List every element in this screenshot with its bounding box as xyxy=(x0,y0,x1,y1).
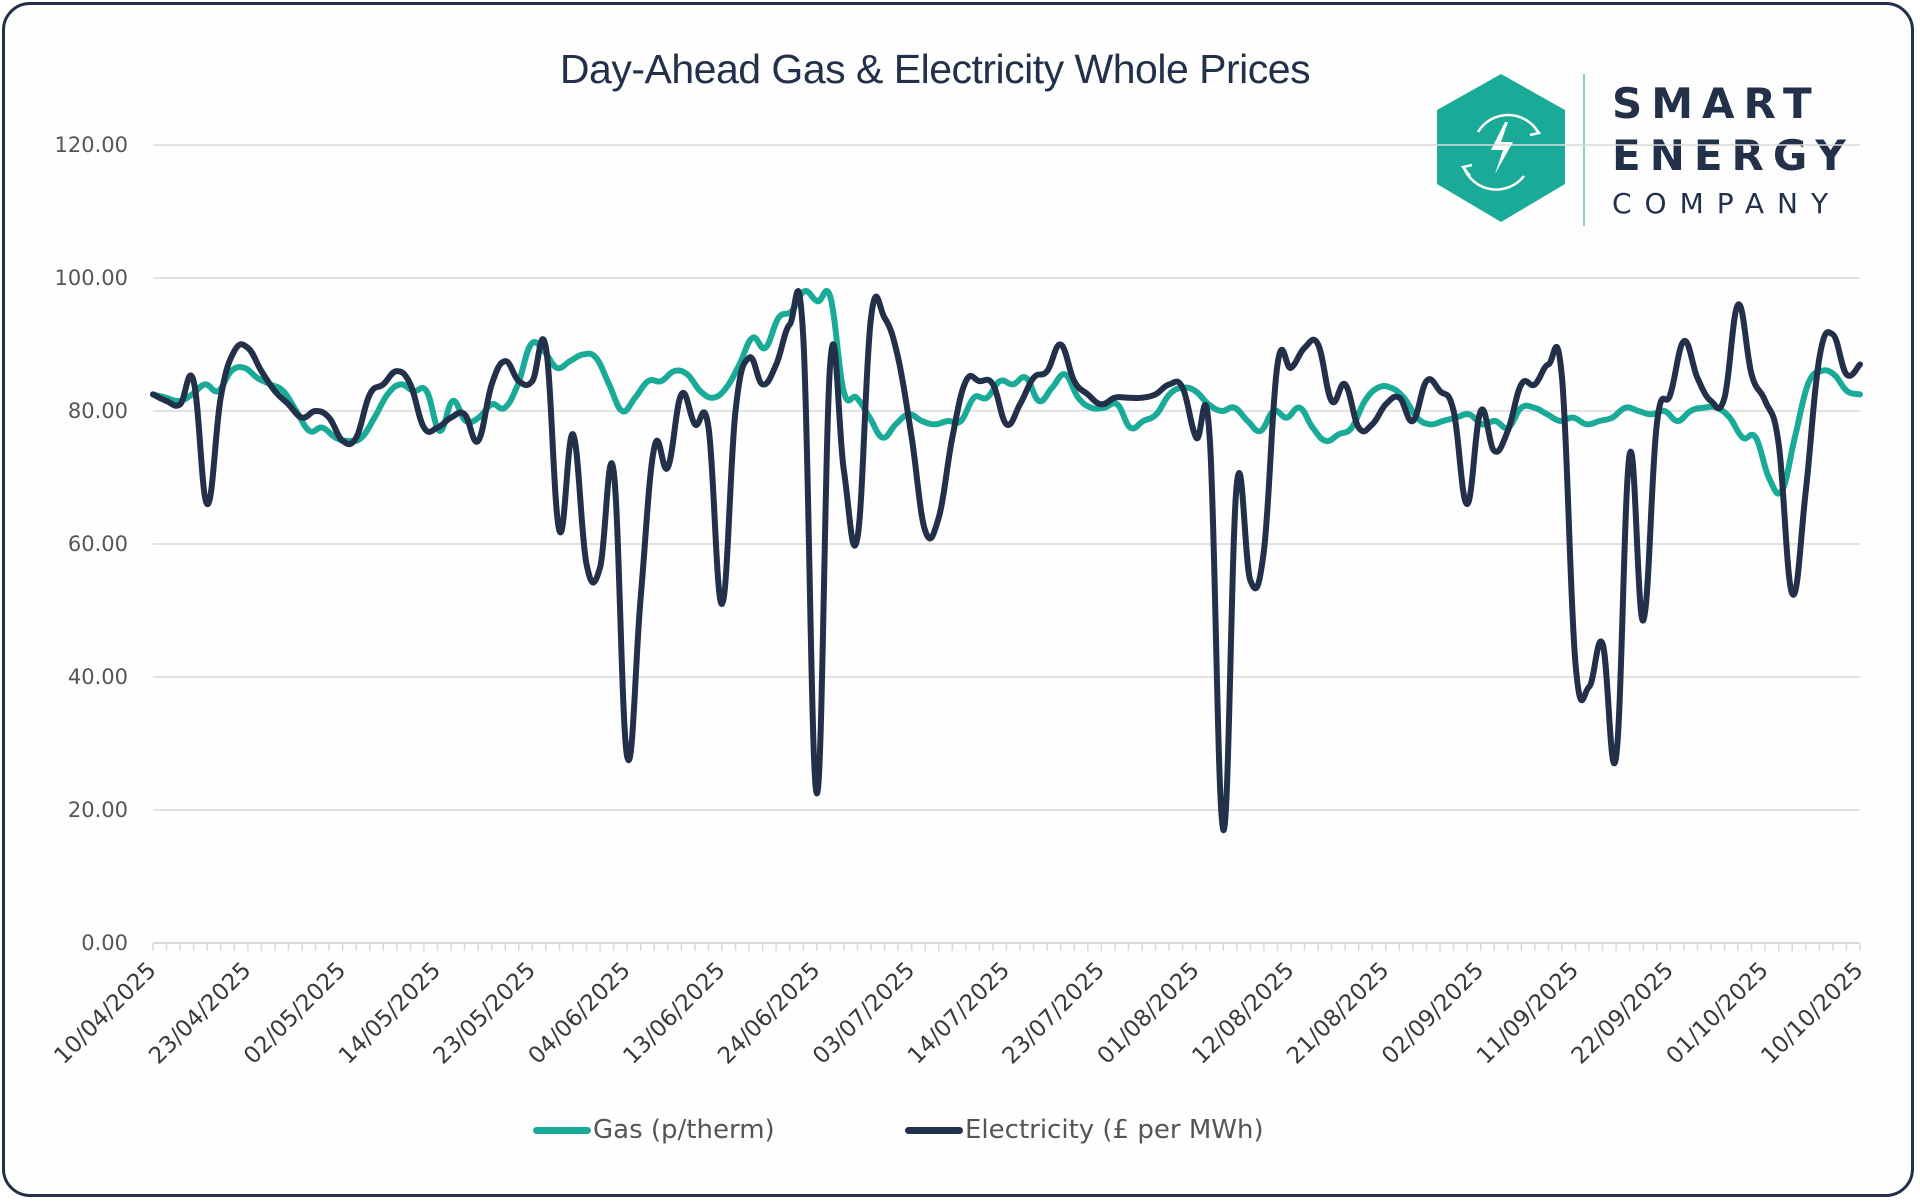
legend-item-gas[interactable]: Gas (p/therm) xyxy=(533,1115,775,1145)
gridlines xyxy=(153,144,1860,811)
y-tick-label: 20.00 xyxy=(68,798,128,822)
y-tick-label: 80.00 xyxy=(68,399,128,423)
series-lines xyxy=(150,288,1863,834)
legend-swatch-gas xyxy=(533,1126,591,1134)
x-axis: 10/04/202523/04/202502/05/202514/05/2025… xyxy=(49,942,1869,1069)
legend-item-electricity[interactable]: Electricity (£ per MWh) xyxy=(905,1115,1264,1145)
y-tick-label: 40.00 xyxy=(68,665,128,689)
legend: Gas (p/therm) Electricity (£ per MWh) xyxy=(0,1115,1920,1155)
y-tick-label: 60.00 xyxy=(68,532,128,556)
lightning-bolt-cycle-icon xyxy=(1460,113,1542,191)
logo-text-smart: SMART xyxy=(1612,79,1821,128)
electricity-series-line xyxy=(150,288,1863,834)
logo-wordmark: SMART ENERGY COMPANY xyxy=(1612,78,1855,226)
gas-series-line xyxy=(150,288,1863,497)
legend-label-electricity: Electricity (£ per MWh) xyxy=(965,1115,1264,1145)
y-tick-label: 120.00 xyxy=(55,133,128,157)
y-tick-label: 0.00 xyxy=(81,931,128,955)
logo-text-company: COMPANY xyxy=(1612,187,1842,220)
logo-text-energy: ENERGY xyxy=(1612,131,1855,180)
legend-swatch-electricity xyxy=(905,1126,963,1134)
y-tick-label: 100.00 xyxy=(55,266,128,290)
legend-label-gas: Gas (p/therm) xyxy=(593,1115,775,1145)
y-axis: 0.00 20.00 40.00 60.00 80.00 100.00 120.00 xyxy=(55,133,128,955)
x-tick-label: 10/10/2025 xyxy=(1756,957,1868,1069)
chart-title: Day-Ahead Gas & Electricity Whole Prices xyxy=(559,46,1311,92)
logo-mark xyxy=(1437,74,1565,222)
logo-divider xyxy=(1583,74,1585,226)
